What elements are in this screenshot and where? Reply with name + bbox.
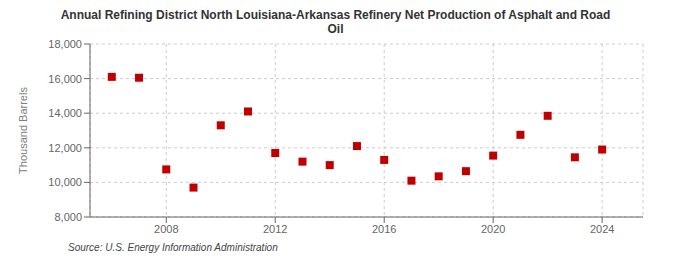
- svg-text:2020: 2020: [481, 223, 505, 235]
- html-text:Oil: Oil: [327, 22, 344, 36]
- svg-text:8,000: 8,000: [54, 211, 82, 223]
- svg-text:2024: 2024: [590, 223, 614, 235]
- svg-text:12,000: 12,000: [48, 142, 82, 154]
- svg-text:2012: 2012: [263, 223, 287, 235]
- svg-text:16,000: 16,000: [48, 73, 82, 85]
- svg-text:18,000: 18,000: [48, 38, 82, 50]
- svg-text:Thousand Barrels: Thousand Barrels: [17, 87, 29, 174]
- svg-text:2008: 2008: [154, 223, 178, 235]
- html-text:Annual Refining District North: Annual Refining District North Louisiana…: [60, 8, 611, 22]
- html-text:Source: U.S. Energy Informatio: Source: U.S. Energy Information Administ…: [68, 242, 278, 253]
- svg-text:14,000: 14,000: [48, 107, 82, 119]
- svg-text:10,000: 10,000: [48, 176, 82, 188]
- svg-text:2016: 2016: [372, 223, 396, 235]
